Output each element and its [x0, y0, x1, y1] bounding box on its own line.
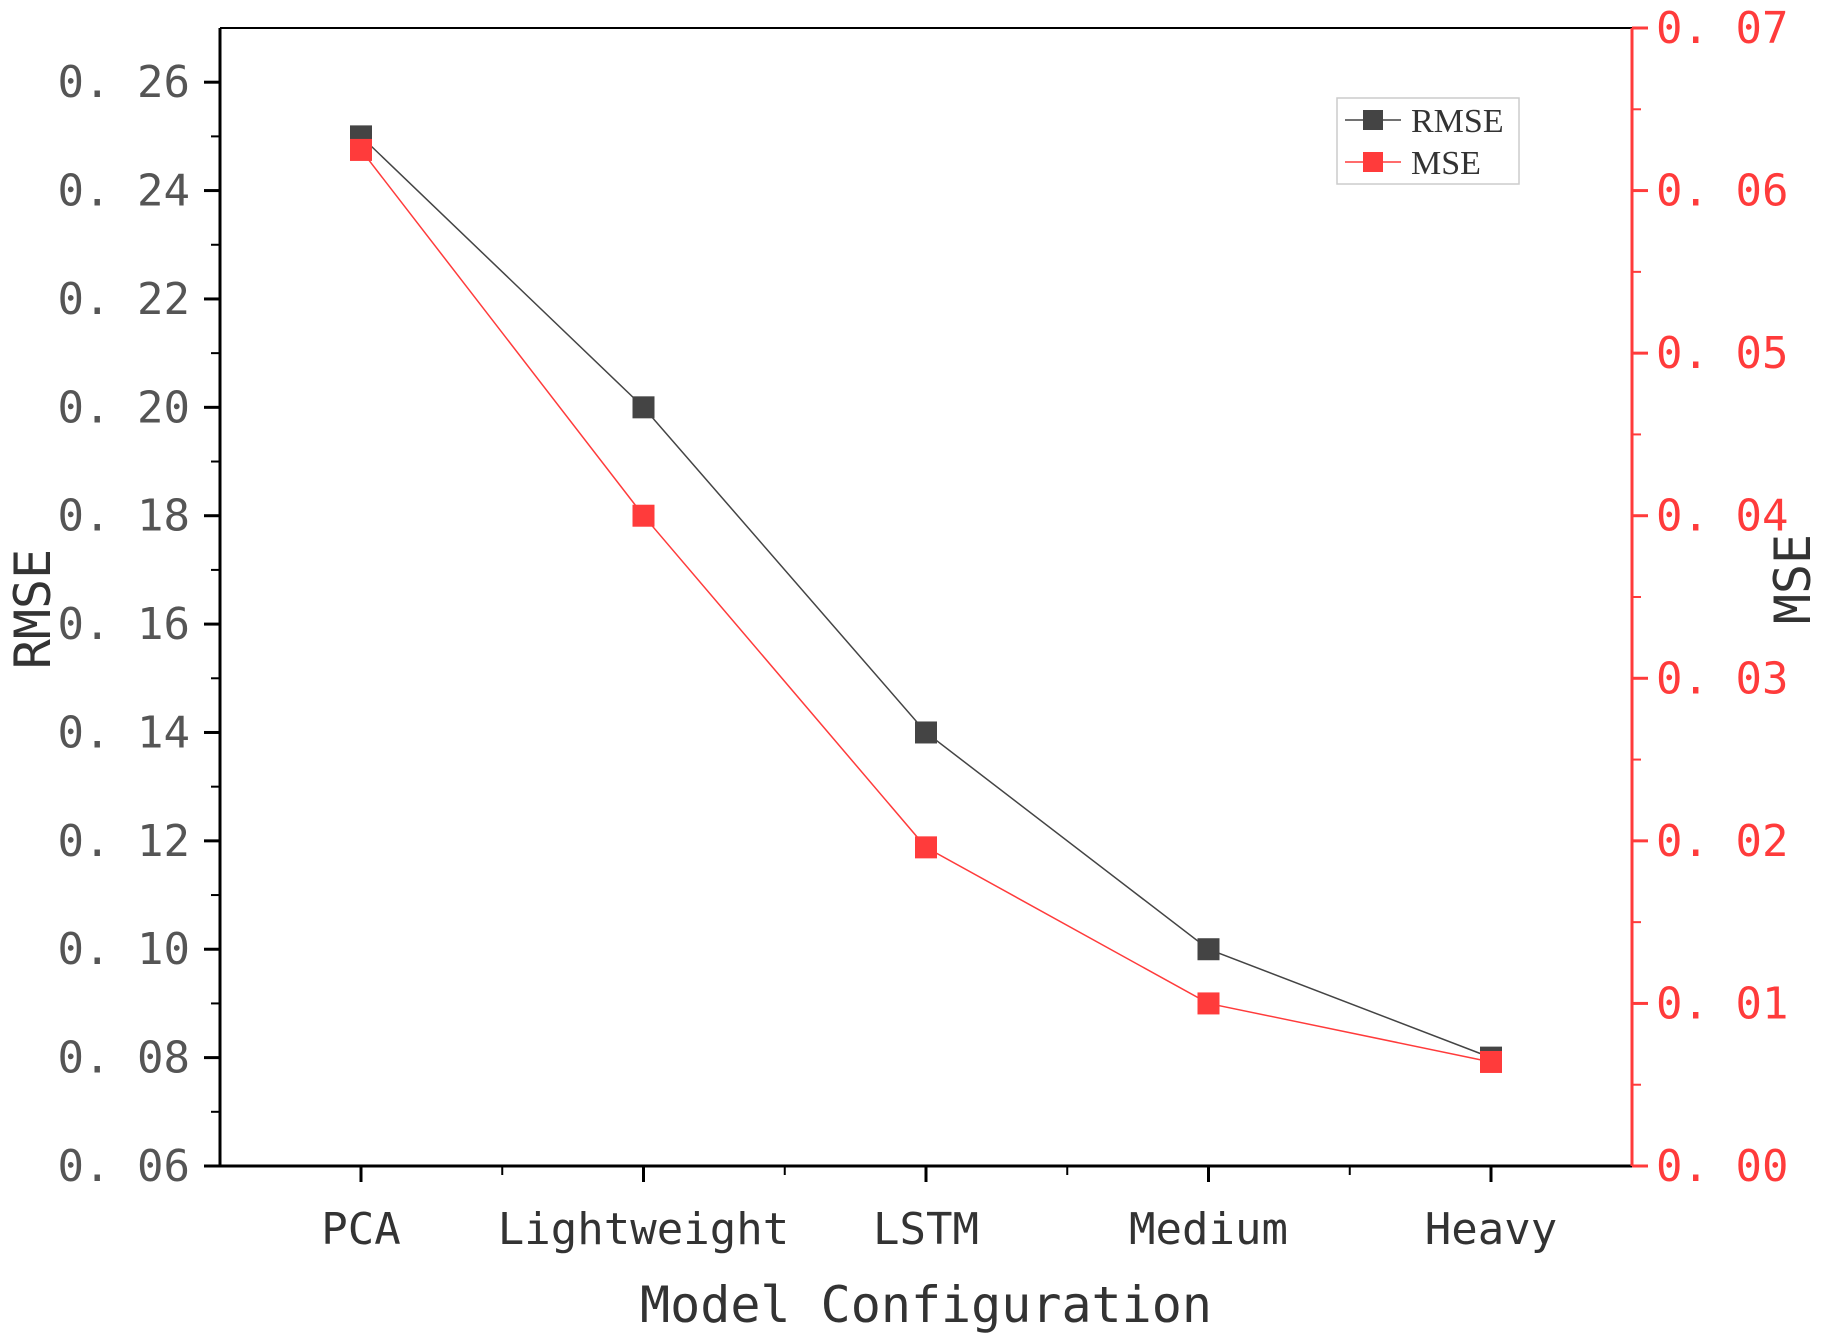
- legend: RMSE MSE: [1336, 97, 1520, 185]
- y-right-tick-label: 0. 00: [1656, 1141, 1788, 1192]
- y-axis-title-right: MSE: [1764, 534, 1822, 624]
- x-tick-label: Lightweight: [498, 1204, 789, 1255]
- y-right-tick-label: 0. 01: [1656, 978, 1788, 1029]
- x-tick-label: PCA: [321, 1204, 400, 1255]
- y-right-tick-label: 0. 07: [1656, 3, 1788, 54]
- y-right-tick-label: 0. 03: [1656, 653, 1788, 704]
- y-right-tick-label: 0. 06: [1656, 166, 1788, 217]
- y-axis-title-left: RMSE: [4, 549, 62, 669]
- mse-series-line: [360, 149, 1492, 1063]
- y-left-tick-label: 0. 22: [58, 274, 190, 325]
- y-left-tick-label: 0. 12: [58, 816, 190, 867]
- x-tick-label: Medium: [1129, 1204, 1288, 1255]
- series-layer: [350, 125, 1502, 1073]
- rmse-point-lstm: [915, 721, 937, 744]
- y-left-tick-label: 0. 26: [58, 57, 190, 108]
- rmse-point-medium: [1197, 938, 1220, 961]
- y-left-tick-label: 0. 20: [58, 382, 190, 433]
- y-left-tick-label: 0. 18: [58, 491, 190, 542]
- y-right-tick-label: 0. 05: [1656, 328, 1788, 379]
- mse-point-lstm: [915, 836, 937, 859]
- y-left-tick-label: 0. 10: [58, 924, 190, 975]
- y-right-tick-label: 0. 04: [1656, 491, 1788, 542]
- x-tick-label: Heavy: [1425, 1204, 1557, 1255]
- x-axis-title: Model Configuration: [640, 1276, 1212, 1334]
- legend-label-rmse: RMSE: [1411, 103, 1504, 140]
- y-left-tick-label: 0. 16: [58, 599, 190, 650]
- rmse-point-lightweight: [632, 396, 655, 419]
- rmse-series-line: [360, 135, 1492, 1059]
- mse-point-lightweight: [632, 504, 655, 527]
- mse-point-pca: [350, 138, 372, 161]
- y-left-tick-label: 0. 14: [58, 707, 190, 758]
- legend-marker-rmse: [1363, 110, 1383, 130]
- mse-point-medium: [1197, 992, 1220, 1015]
- y-left-tick-label: 0. 24: [58, 166, 190, 217]
- y-left-tick-label: 0. 06: [58, 1141, 190, 1192]
- axes: 0. 06 0. 08 0. 10 0. 12 0. 14 0. 16 0. 18 0. 20…: [58, 3, 1789, 1255]
- y-left-tick-label: 0. 08: [58, 1033, 190, 1084]
- legend-label-mse: MSE: [1411, 145, 1481, 182]
- x-tick-label: LSTM: [873, 1204, 979, 1255]
- mse-point-heavy: [1480, 1050, 1502, 1073]
- legend-marker-mse: [1363, 152, 1383, 172]
- y-right-tick-label: 0. 02: [1656, 816, 1788, 867]
